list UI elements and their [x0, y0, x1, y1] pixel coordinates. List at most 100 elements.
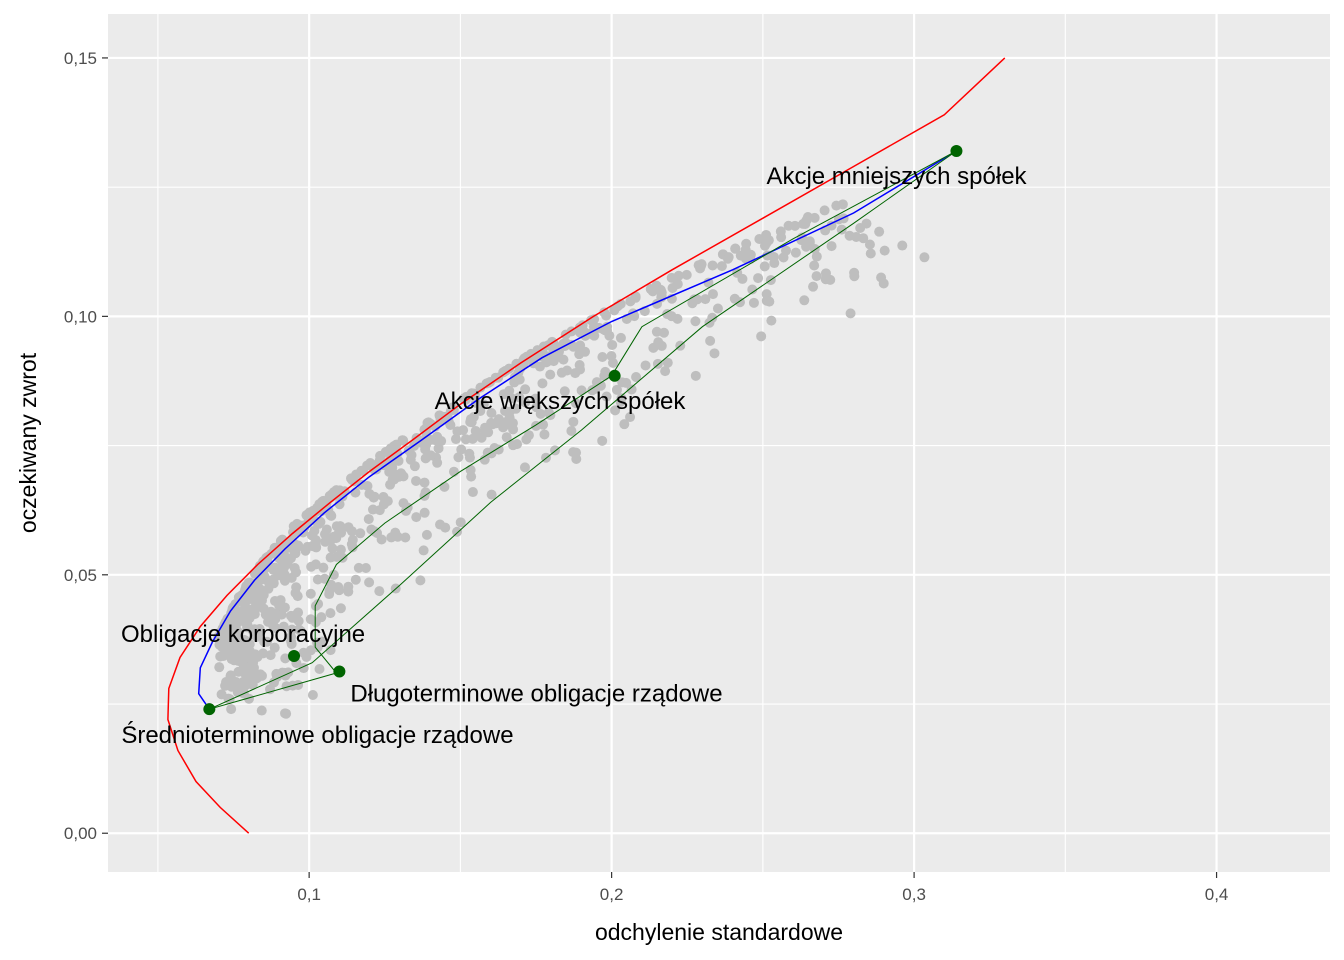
random-portfolio-point: [471, 429, 482, 440]
random-portfolio-point: [411, 475, 422, 486]
random-portfolio-point: [490, 372, 501, 383]
random-portfolio-point: [335, 603, 346, 614]
x-tick-label: 0,4: [1205, 885, 1229, 904]
random-portfolio-point: [353, 562, 364, 573]
random-portfolio-point: [489, 443, 500, 454]
random-portfolio-point: [548, 356, 559, 367]
random-portfolio-point: [556, 367, 567, 378]
random-portfolio-point: [291, 526, 302, 537]
random-portfolio-point: [325, 608, 336, 619]
random-portfolio-point: [316, 612, 327, 623]
random-portfolio-point: [310, 601, 321, 612]
random-portfolio-point: [222, 633, 233, 644]
random-portfolio-point: [520, 384, 531, 395]
random-portfolio-point: [789, 220, 800, 231]
random-portfolio-point: [607, 339, 618, 350]
random-portfolio-point: [849, 267, 860, 278]
random-portfolio-point: [707, 260, 718, 271]
two-asset-curves-line: [314, 375, 612, 674]
random-portfolio-point: [433, 443, 444, 454]
random-portfolio-point: [599, 307, 610, 318]
minor-gridlines: [108, 14, 1330, 872]
random-portfolio-point: [692, 294, 703, 305]
random-portfolio-point: [374, 586, 385, 597]
random-portfolio-point: [879, 245, 890, 256]
random-portfolio-point: [662, 357, 673, 368]
random-portfolio-point: [335, 544, 346, 555]
random-portfolio-point: [401, 505, 412, 516]
random-portfolio-point: [545, 369, 556, 380]
asset-label: Średnioterminowe obligacje rządowe: [121, 721, 513, 749]
random-portfolio-point: [845, 308, 856, 319]
random-portfolio-point: [418, 545, 429, 556]
random-portfolio-point: [600, 366, 611, 377]
asset-point: [203, 703, 216, 716]
random-portfolio-point: [858, 233, 869, 244]
random-portfolio-point: [307, 690, 318, 701]
random-portfolio-point: [466, 388, 477, 399]
random-portfolio-point: [289, 545, 300, 556]
random-portfolio-point: [809, 260, 820, 271]
random-portfolio-point: [238, 660, 249, 671]
random-portfolio-point: [466, 471, 477, 482]
random-portfolio-point: [455, 517, 466, 528]
random-portfolio-point: [619, 419, 630, 430]
random-portfolio-point: [778, 252, 789, 263]
random-portfolio-point: [325, 645, 336, 656]
random-portfolio-point: [504, 385, 515, 396]
random-portfolio-point: [310, 535, 321, 546]
random-portfolio-point: [601, 391, 612, 402]
random-portfolio-point: [730, 243, 741, 254]
asset-point: [288, 649, 301, 662]
random-portfolio-point: [811, 251, 822, 262]
random-portfolio-point: [320, 536, 331, 547]
random-portfolio-point: [597, 351, 608, 362]
two-asset-curves-line: [209, 672, 337, 710]
random-portfolio-point: [836, 224, 847, 235]
random-portfolio-point: [707, 289, 718, 300]
random-portfolio-point: [290, 587, 301, 598]
random-portfolio-point: [681, 269, 692, 280]
random-portfolio-point: [570, 368, 581, 379]
random-portfolio-point: [380, 446, 391, 457]
random-portfolio-point: [615, 396, 626, 407]
random-portfolio-point: [468, 411, 479, 422]
y-tick-label: 0,00: [64, 824, 97, 843]
random-portfolio-point: [464, 448, 475, 459]
random-portfolio-point: [483, 427, 494, 438]
x-axis-title: odchylenie standardowe: [595, 919, 843, 945]
random-portfolio-point: [217, 623, 228, 634]
random-portfolio-point: [250, 630, 261, 641]
random-portfolio-point: [709, 348, 720, 359]
random-portfolio-point: [256, 565, 267, 576]
random-portfolio-point: [559, 386, 570, 397]
random-portfolio-point: [452, 526, 463, 537]
x-tick-label: 0,2: [600, 885, 624, 904]
random-portfolio-point: [508, 440, 519, 451]
random-portfolio-point: [722, 253, 733, 264]
random-portfolio-point: [776, 232, 787, 243]
random-portfolio-point: [255, 669, 266, 680]
random-portfolio-point: [278, 621, 289, 632]
random-portfolio-point: [808, 281, 819, 292]
random-portfolio-point: [844, 230, 855, 241]
major-gridlines: [108, 14, 1330, 872]
random-portfolio-point: [388, 441, 399, 452]
random-portfolio-point: [919, 252, 930, 263]
random-portfolio-point: [265, 650, 276, 661]
random-portfolio-point: [667, 283, 678, 294]
asset-points: [203, 144, 963, 716]
random-portfolio-point: [300, 545, 311, 556]
random-portfolio-point: [368, 492, 379, 503]
asset-point: [608, 369, 621, 382]
random-portfolio-point: [530, 393, 541, 404]
random-portfolio-point: [238, 677, 249, 688]
random-portfolio-point: [314, 664, 325, 675]
random-portfolio-point: [421, 529, 432, 540]
random-portfolio-point: [855, 223, 866, 234]
random-portfolio-point: [486, 489, 497, 500]
random-portfolio-point: [732, 267, 743, 278]
random-portfolio-point: [590, 383, 601, 394]
random-portfolio-point: [260, 609, 271, 620]
